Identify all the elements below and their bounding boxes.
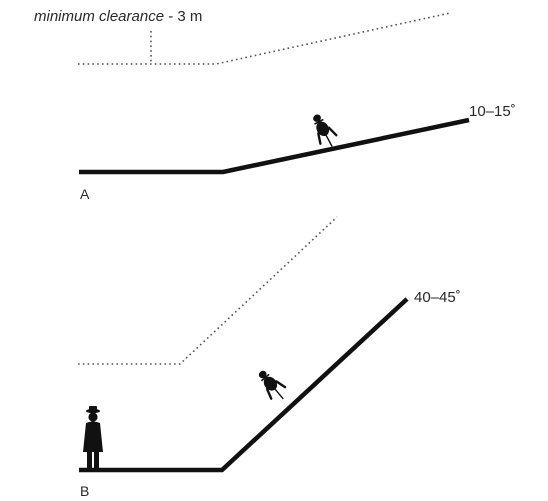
clearance-caption-suffix: - 3 m: [164, 8, 203, 25]
ramp-a: [79, 117, 470, 175]
panel-label-a: A: [80, 186, 90, 202]
panel-b: [78, 216, 409, 473]
cyclist-icon: [258, 370, 287, 400]
clearance-caption-italic: minimum clearance: [34, 8, 165, 25]
panel-label-b: B: [80, 483, 90, 499]
ramp-b: [79, 297, 409, 473]
angle-label-a: 10–15˚: [469, 103, 516, 120]
panel-a: [78, 12, 470, 175]
clearance-caption: minimum clearance - 3 m: [34, 9, 202, 24]
angle-label-b: 40–45˚: [414, 289, 461, 306]
clearance-line-b: [78, 216, 338, 365]
cyclist-icon: [313, 114, 338, 147]
clearance-line-a: [78, 12, 451, 65]
standing-person-icon: [83, 406, 103, 468]
